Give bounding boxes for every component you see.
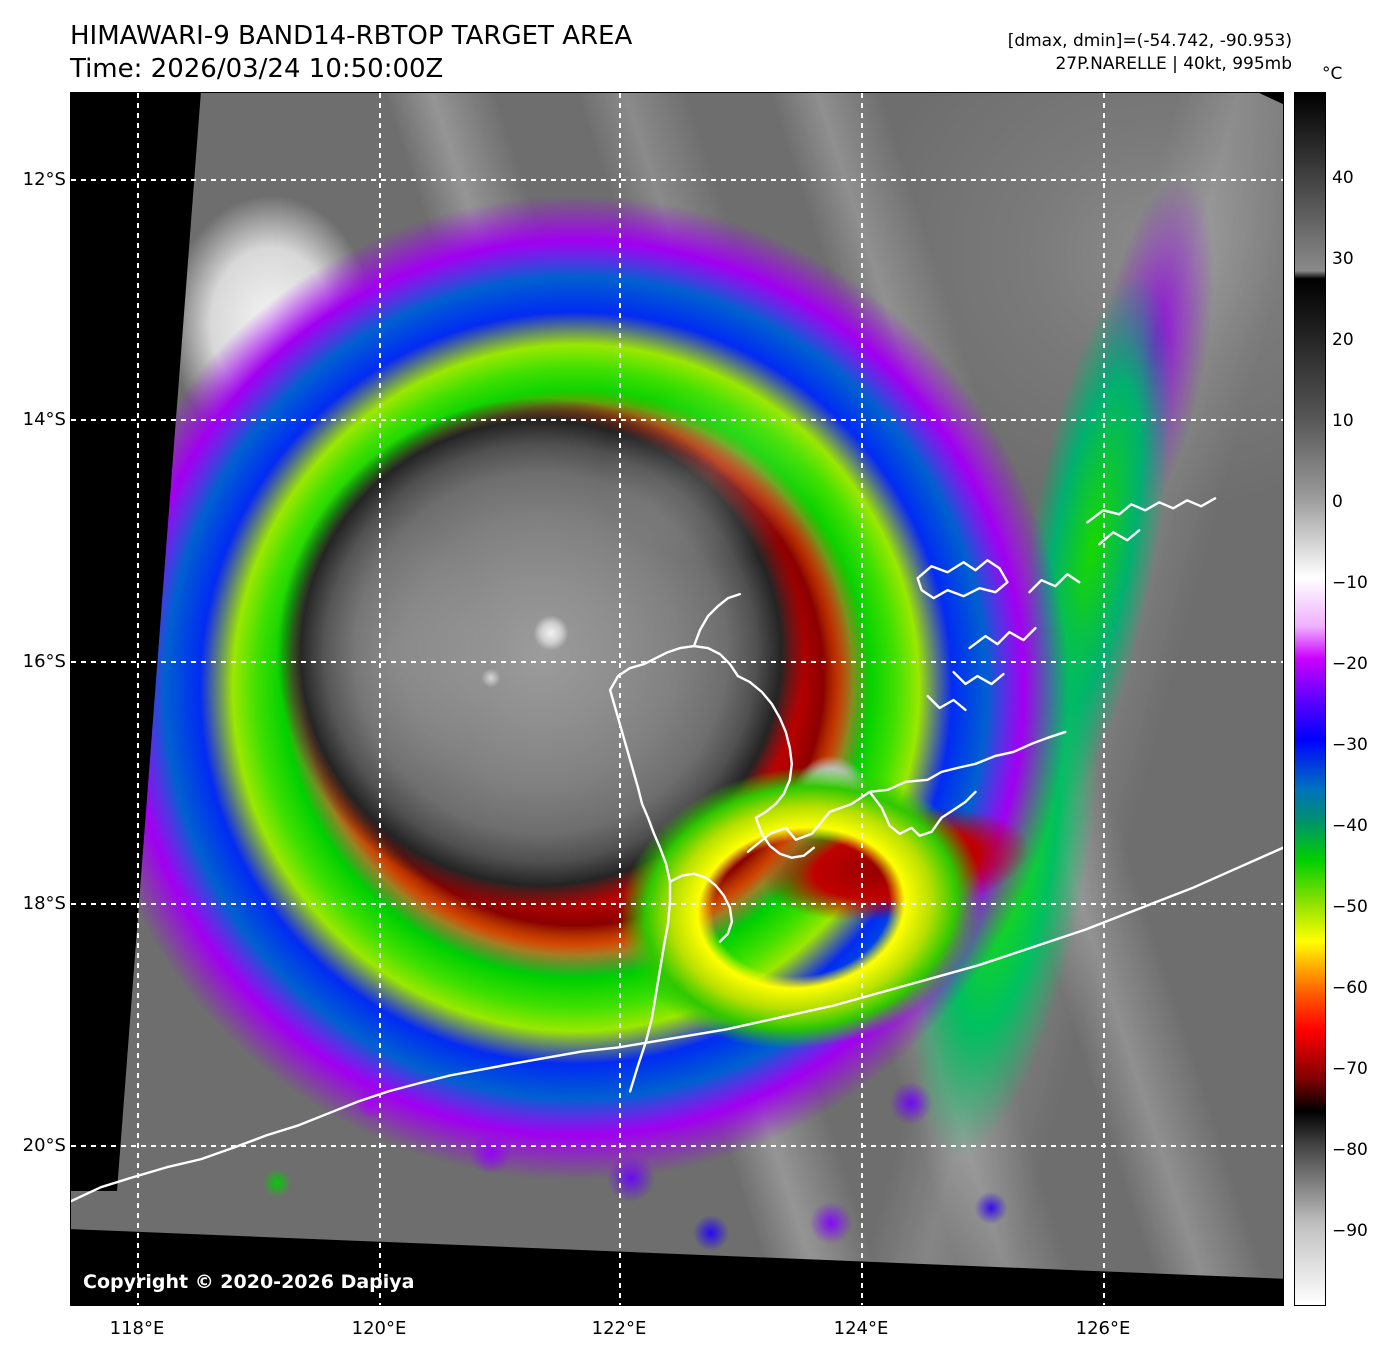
cbtick-label-12: −80 xyxy=(1332,1140,1368,1160)
cbtick-label-3: 10 xyxy=(1332,411,1354,431)
ytick-label-0: 12°S xyxy=(22,169,66,190)
copyright-label: Copyright © 2020-2026 Dapiya xyxy=(83,1271,415,1293)
cbtick-label-8: −40 xyxy=(1332,816,1368,836)
title-product-line: HIMAWARI-9 BAND14-RBTOP TARGET AREA xyxy=(70,21,633,51)
cbtick-label-5: −10 xyxy=(1332,573,1368,593)
temperature-colorbar[interactable] xyxy=(1294,92,1326,1306)
southeast-spiral-band xyxy=(71,93,1283,1305)
cbtick-label-13: −90 xyxy=(1332,1221,1368,1241)
ytick-label-4: 20°S xyxy=(22,1135,66,1156)
xtick-label-0: 118°E xyxy=(109,1318,165,1339)
cbtick-label-11: −70 xyxy=(1332,1059,1368,1079)
dmax-dmin-label: [dmax, dmin]=(-54.742, -90.953) xyxy=(1007,31,1292,51)
ytick-label-3: 18°S xyxy=(22,893,66,914)
ytick-label-1: 14°S xyxy=(22,409,66,430)
satellite-image-canvas[interactable]: Copyright © 2020-2026 Dapiya xyxy=(70,92,1284,1306)
metadata-block: [dmax, dmin]=(-54.742, -90.953) 27P.NARE… xyxy=(1008,30,1292,76)
cbtick-label-0: 40 xyxy=(1332,168,1354,188)
xtick-label-4: 126°E xyxy=(1075,1318,1131,1339)
title-time-line: Time: 2026/03/24 10:50:00Z xyxy=(70,54,444,85)
cbtick-label-10: −60 xyxy=(1332,978,1368,998)
ytick-label-2: 16°S xyxy=(22,651,66,672)
cbtick-label-1: 30 xyxy=(1332,249,1354,269)
xtick-label-1: 120°E xyxy=(351,1318,407,1339)
cbtick-label-7: −30 xyxy=(1332,735,1368,755)
colorbar-gradient xyxy=(1295,93,1325,1305)
cbtick-label-9: −50 xyxy=(1332,897,1368,917)
page-title: HIMAWARI-9 BAND14-RBTOP TARGET AREA Time… xyxy=(70,20,632,87)
colorbar-unit-label: °C xyxy=(1322,64,1343,84)
cbtick-label-2: 20 xyxy=(1332,330,1354,350)
cbtick-label-6: −20 xyxy=(1332,654,1368,674)
xtick-label-2: 122°E xyxy=(591,1318,647,1339)
xtick-label-3: 124°E xyxy=(833,1318,889,1339)
storm-info-label: 27P.NARELLE | 40kt, 995mb xyxy=(1055,53,1292,74)
cbtick-label-4: 0 xyxy=(1332,492,1343,512)
